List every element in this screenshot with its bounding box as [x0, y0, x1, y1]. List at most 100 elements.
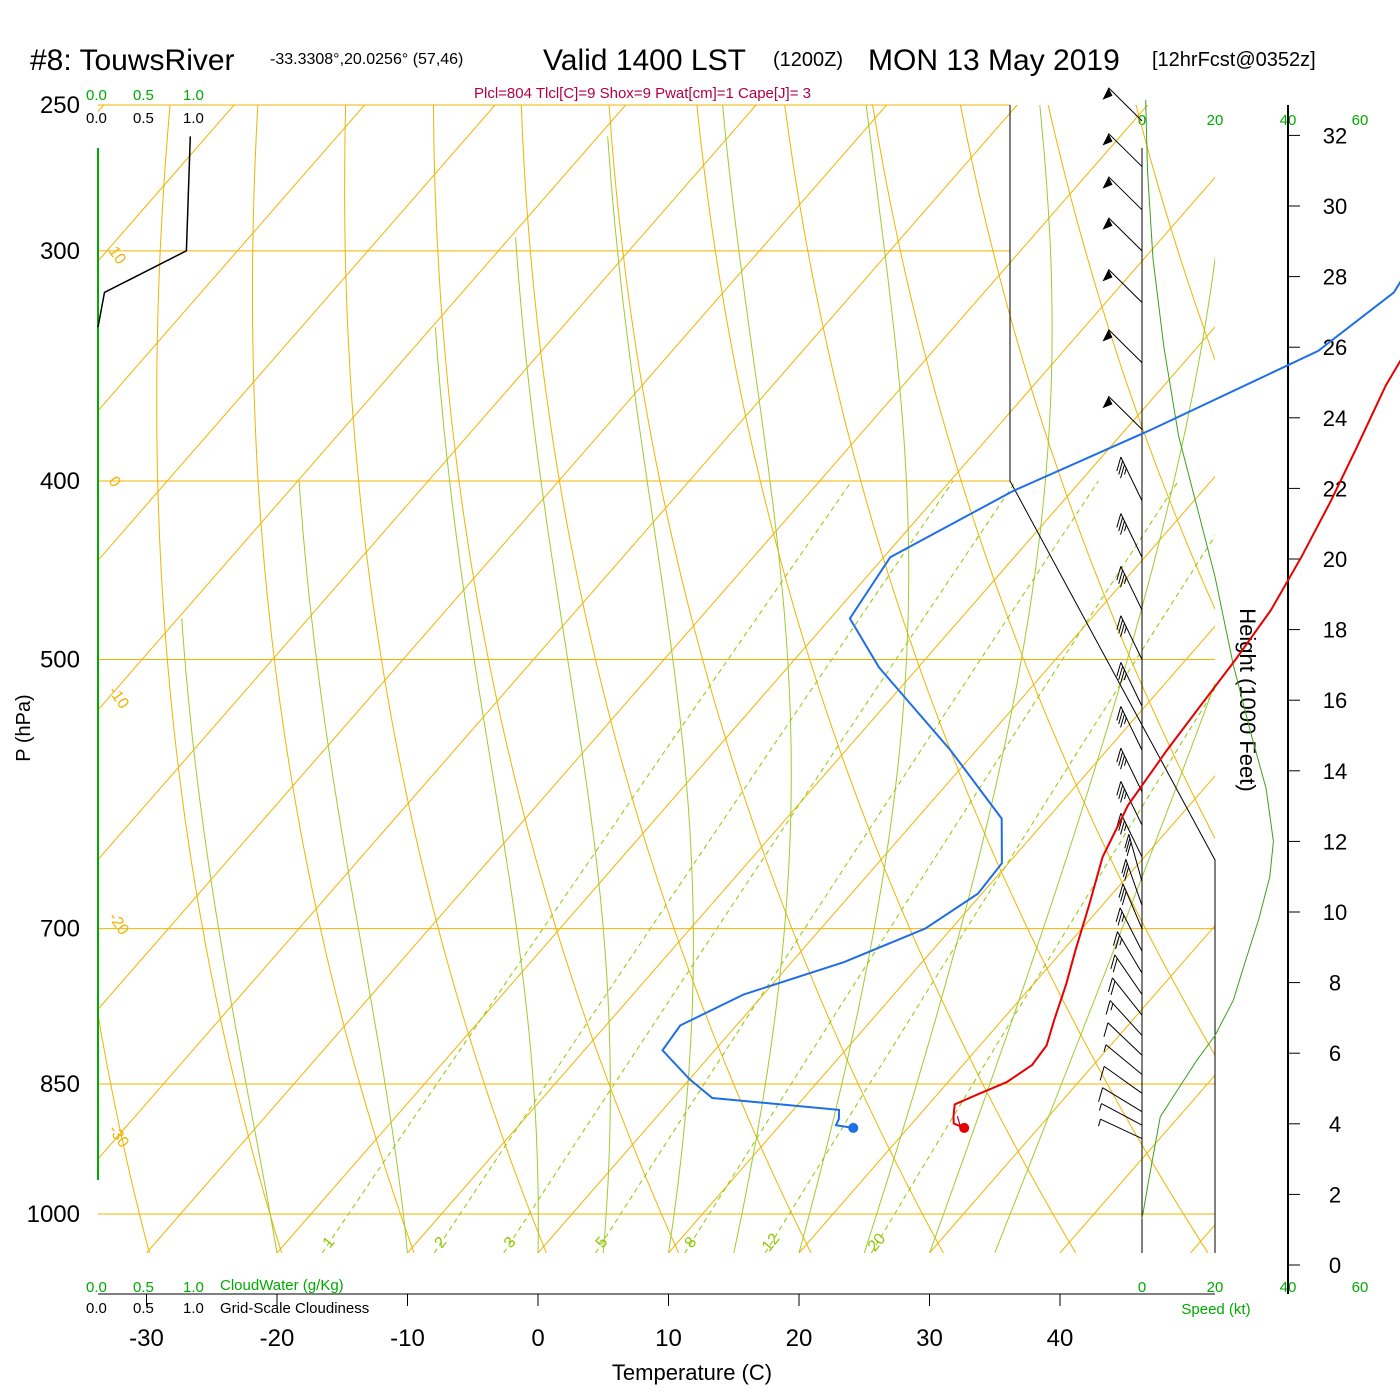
wind-barb	[1116, 706, 1143, 751]
mixing-ratio-label: 1	[320, 1234, 339, 1252]
wind-barb-staff	[1120, 781, 1143, 826]
forecast-info: [12hrFcst@0352z]	[1152, 49, 1316, 71]
wind-barb-half-feather	[1123, 523, 1127, 532]
sounding-profiles	[97, 136, 1400, 1133]
mixing-ratio-label: 12	[759, 1230, 784, 1255]
height-tick-label: 0	[1329, 1253, 1341, 1278]
wind-barb-pennant	[1102, 133, 1113, 146]
wind-barb-feather	[1110, 980, 1116, 996]
wind-barb	[1099, 1065, 1143, 1094]
wind-barb-feather	[1120, 713, 1126, 728]
wind-barb-pennant	[1102, 396, 1113, 409]
isotherm-label: 10	[105, 243, 129, 267]
wind-barb-staff	[1120, 747, 1143, 793]
wind-barb-feather	[1126, 841, 1132, 857]
mixing-ratio-label: 20	[865, 1230, 890, 1255]
wind-barb-feather	[1120, 669, 1126, 684]
wind-barb-half-feather	[1123, 716, 1127, 725]
wind-barb	[1112, 931, 1143, 974]
cloudiness-tick-top: 1.0	[183, 110, 204, 127]
dry-adiabat-line	[1047, 105, 1215, 611]
dry-adiabat-line	[433, 105, 680, 1253]
wind-barb	[1116, 747, 1143, 793]
isotherm-line	[98, 105, 496, 562]
isotherm-line	[407, 326, 1215, 1253]
wind-barb-staff	[1102, 1087, 1143, 1113]
station-coords: -33.3308°,20.0256° (57,46)	[270, 51, 463, 68]
wind-barb-feather	[1118, 665, 1124, 681]
height-tick-label: 12	[1323, 829, 1347, 854]
wind-barb-feather	[1105, 1000, 1111, 1015]
height-tick-label: 32	[1323, 123, 1347, 148]
speed-tick-top: 20	[1207, 112, 1224, 129]
wind-barb-feather	[1107, 977, 1113, 992]
wind-barb-staff	[1112, 977, 1143, 1016]
cloudwater-tick-top: 1.0	[183, 87, 204, 104]
dewpoint-line	[661, 280, 1400, 1129]
wind-barb	[1116, 781, 1143, 826]
temperature-line	[952, 359, 1400, 1129]
cloudiness-scale-bottom: 0.0 0.5 1.0 Grid-Scale Cloudiness	[86, 1300, 369, 1317]
zulu-time: (1200Z)	[773, 49, 843, 71]
station-title: #8: TouwsRiver	[30, 44, 235, 77]
height-tick-label: 26	[1323, 335, 1347, 360]
wind-barb-staff	[1108, 133, 1143, 167]
wind-barb	[1116, 662, 1143, 707]
mixing-ratio-label: 8	[682, 1234, 701, 1252]
x-tick-label: 0	[531, 1325, 544, 1352]
moist-adiabat-line	[863, 105, 1053, 1253]
wind-barb-feather	[1120, 520, 1126, 535]
wind-barb	[1102, 176, 1143, 211]
wind-barb-half-feather	[1119, 938, 1123, 946]
dry-adiabat-line	[98, 1011, 150, 1253]
skewt-grid	[98, 105, 1215, 1253]
wind-barb	[1121, 859, 1143, 906]
valid-date: MON 13 May 2019	[868, 44, 1120, 77]
height-tick-label: 8	[1329, 971, 1341, 996]
speed-tick-bottom: 0	[1138, 1279, 1146, 1296]
wind-barb-half-feather	[1123, 672, 1127, 681]
cloudwater-scale-top: 0.0 0.5 1.0	[86, 87, 204, 104]
isotherm-line	[98, 105, 1018, 1160]
cloudiness-tick-bottom: 0.0	[86, 1300, 107, 1317]
x-tick-label: 30	[916, 1325, 943, 1352]
wind-barb-feather	[1103, 1022, 1109, 1037]
height-axis-label: Height (1000 Feet)	[1235, 608, 1260, 791]
isotherm-line	[98, 105, 235, 262]
wind-barb-staff	[1108, 329, 1143, 364]
pressure-tick-label: 300	[40, 238, 80, 265]
surface-dewpoint-marker	[848, 1122, 859, 1133]
dry-adiabat-line	[696, 105, 1077, 1253]
wind-barb	[1116, 456, 1143, 501]
mixing-ratio-label: 5	[593, 1234, 612, 1252]
height-tick-label: 20	[1323, 547, 1347, 572]
dry-adiabat-line	[959, 105, 1215, 840]
isotherm-line	[537, 475, 1215, 1253]
cloudiness-tick-bottom: 0.5	[133, 1300, 154, 1317]
wind-barb-staff	[1120, 456, 1143, 501]
wind-barb-feather	[1120, 820, 1126, 835]
wind-barb-staff	[1108, 268, 1143, 303]
height-tick-label: 4	[1329, 1112, 1341, 1137]
wind-barb-feather	[1120, 755, 1126, 770]
wind-barb	[1102, 217, 1143, 252]
wind-barb-feather	[1116, 662, 1122, 677]
cloudwater-tick-bottom: 1.0	[183, 1279, 204, 1296]
wind-barb	[1102, 329, 1143, 364]
wind-barb-staff	[1103, 1065, 1143, 1094]
isotherm-label: -20	[105, 910, 132, 939]
wind-barb-feather	[1120, 788, 1126, 803]
wind-barb	[1107, 977, 1143, 1016]
x-tick-label: -30	[129, 1325, 164, 1352]
moist-adiabat-line	[515, 237, 611, 1253]
height-tick-label: 24	[1323, 406, 1347, 431]
isotherm-line	[98, 105, 626, 711]
wind-barb-half-feather	[1123, 626, 1127, 634]
wind-barb-half-feather	[1110, 1003, 1114, 1011]
wind-barb	[1110, 954, 1143, 995]
wind-barb-half-feather	[1123, 576, 1127, 585]
mixing-ratio-line	[595, 480, 1099, 1253]
wind-barb-staff	[1105, 1044, 1143, 1075]
wind-barb	[1102, 87, 1143, 122]
